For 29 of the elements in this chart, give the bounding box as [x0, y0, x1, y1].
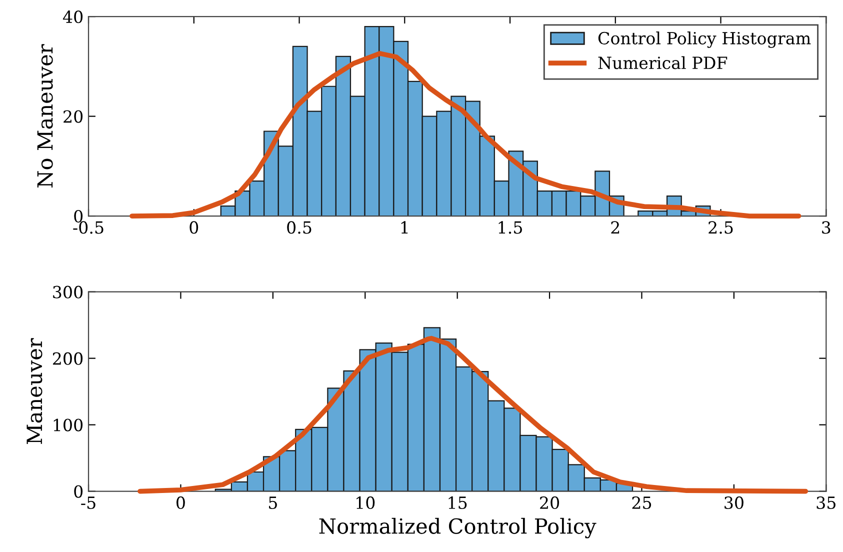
x-tick-label: 30	[724, 496, 744, 510]
x-tick-label: 3	[822, 221, 830, 234]
x-tick-label: 0	[190, 221, 198, 234]
x-tick-label: 2.5	[708, 221, 733, 234]
x-tick-label: 2	[611, 221, 620, 234]
y-tick-label: 0	[74, 210, 83, 223]
x-axis-title: Normalized Control Policy	[319, 518, 596, 538]
x-tick-label: 35	[816, 496, 836, 510]
x-tick-label: -5	[81, 496, 96, 510]
y-tick-label: 100	[54, 418, 83, 432]
x-tick-label: 20	[540, 496, 560, 510]
x-tick-label: 15	[448, 496, 467, 510]
legend-label: Numerical PDF	[598, 56, 728, 70]
y-tick-label: 40	[62, 10, 83, 24]
x-tick-label: 0.5	[287, 221, 312, 234]
y-tick-label: 200	[52, 352, 83, 365]
x-tick-label: 1	[401, 221, 408, 234]
y-axis-title: No Maneuver	[37, 44, 53, 188]
x-tick-label: -0.5	[73, 221, 104, 234]
x-tick-label: 0	[176, 496, 185, 510]
x-tick-label: 10	[356, 496, 375, 510]
y-tick-label: 0	[74, 485, 83, 498]
x-tick-label: 5	[269, 496, 277, 510]
y-tick-label: 20	[64, 110, 83, 123]
x-tick-label: 1.5	[498, 221, 522, 234]
x-tick-label: 25	[632, 496, 652, 510]
y-tick-label: 300	[53, 286, 83, 298]
legend-label: Control Policy Histogram	[598, 32, 811, 48]
y-axis-title: Maneuver	[26, 338, 42, 444]
